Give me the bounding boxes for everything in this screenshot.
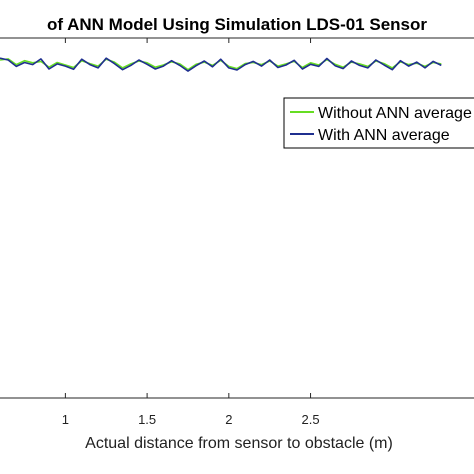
data-series — [0, 57, 442, 72]
x-tick-marks — [64, 38, 312, 398]
legend-box — [283, 97, 474, 149]
x-tick-label: 1 — [62, 412, 69, 427]
legend: Without ANN average With ANN average — [283, 97, 474, 149]
x-tick-label: 2.5 — [302, 412, 320, 427]
plot-axes — [0, 37, 474, 399]
x-tick-labels: 1 1.5 2 2.5 — [62, 412, 320, 427]
chart-title: of ANN Model Using Simulation LDS-01 Sen… — [47, 15, 427, 34]
legend-label-with-ann: With ANN average — [318, 127, 450, 144]
x-tick-label: 2 — [225, 412, 232, 427]
x-axis-label: Actual distance from sensor to obstacle … — [85, 435, 393, 452]
series-line-with-ann — [0, 57, 442, 72]
x-tick-label: 1.5 — [138, 412, 156, 427]
legend-label-without-ann: Without ANN average — [318, 105, 472, 122]
